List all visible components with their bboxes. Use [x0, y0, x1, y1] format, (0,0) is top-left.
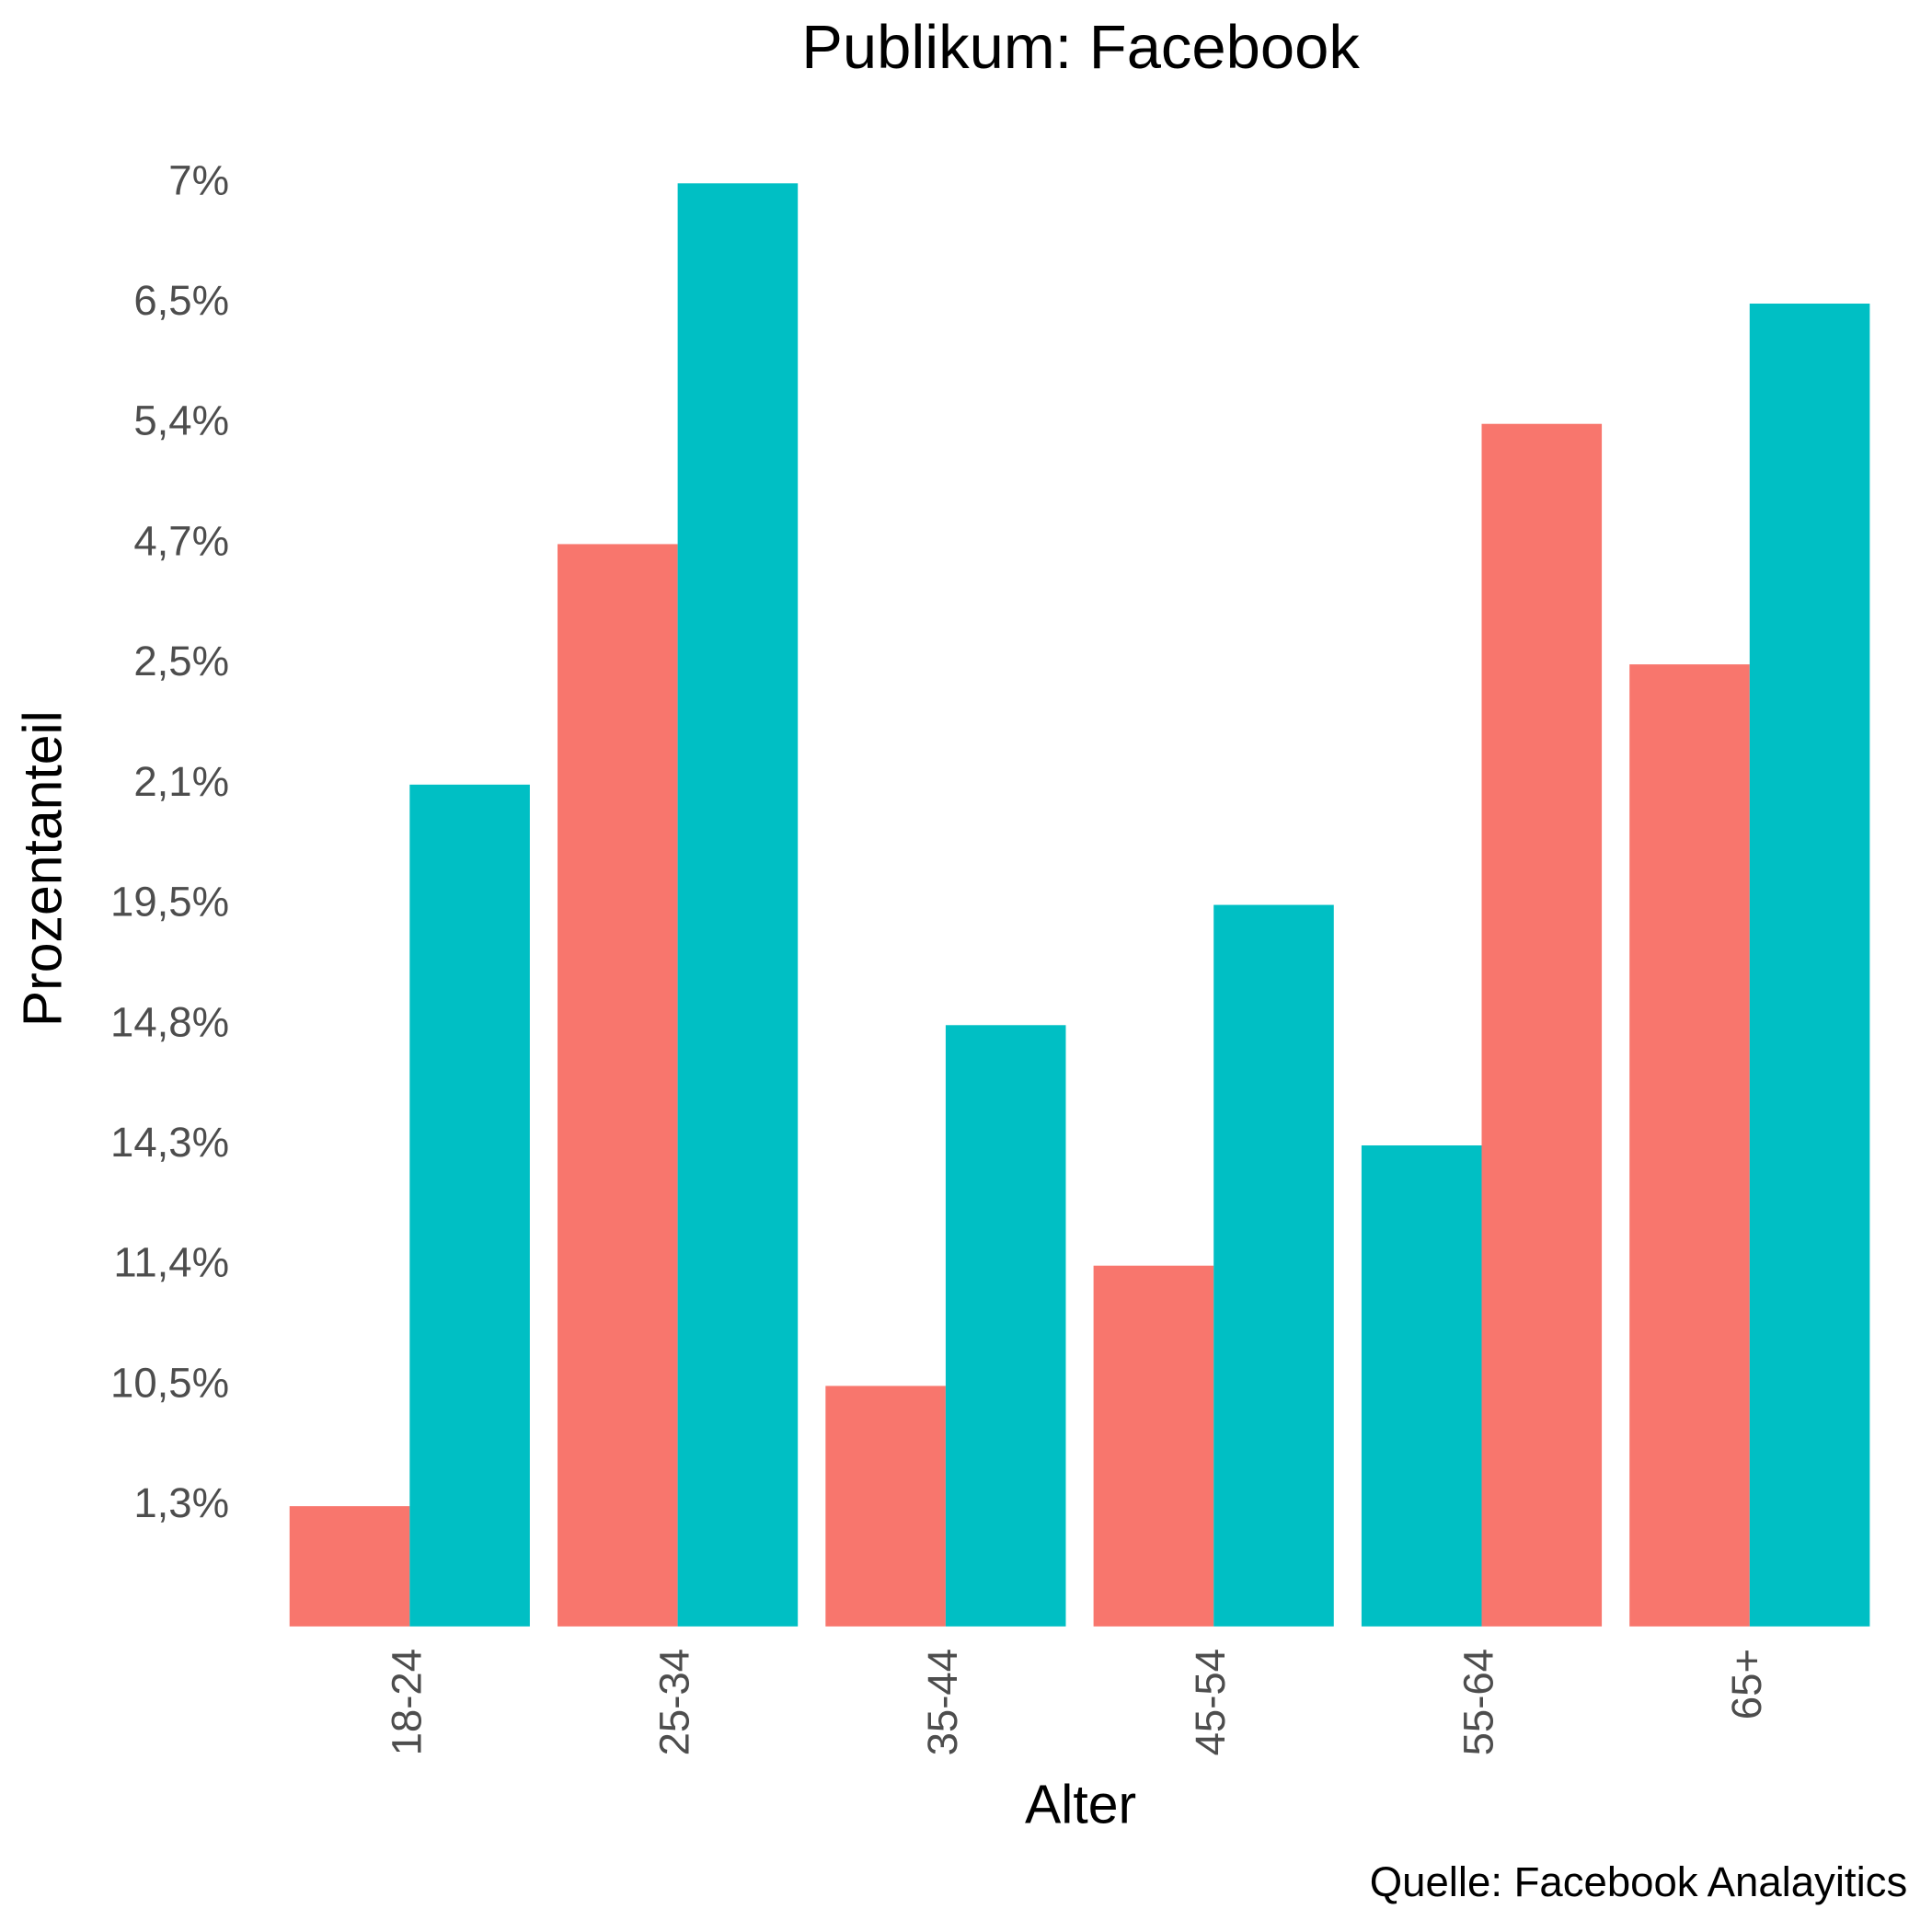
bar	[677, 183, 799, 1627]
x-axis-title: Alter	[1025, 1776, 1136, 1835]
bar	[1629, 664, 1750, 1627]
bar	[558, 544, 678, 1627]
y-tick-label: 7%	[168, 156, 229, 203]
y-tick-label: 14,3%	[110, 1119, 229, 1166]
bar	[409, 784, 530, 1627]
x-tick-label: 18-24	[383, 1649, 430, 1755]
bar	[1093, 1265, 1214, 1627]
y-tick-label: 5,4%	[133, 397, 229, 444]
x-tick-label: 35-44	[919, 1649, 966, 1755]
bar	[825, 1386, 946, 1627]
y-tick-label: 19,5%	[110, 879, 229, 926]
y-tick-label: 2,1%	[133, 758, 229, 805]
y-tick-label: 6,5%	[133, 277, 229, 324]
y-tick-label: 10,5%	[110, 1359, 229, 1406]
caption: Quelle: Facebook Analayitics	[1370, 1858, 1907, 1905]
bar	[1481, 423, 1603, 1627]
y-tick-label: 11,4%	[113, 1239, 229, 1286]
x-tick-label: 45-54	[1187, 1649, 1234, 1755]
x-tick-label: 55-64	[1455, 1649, 1502, 1755]
y-axis-title: Prozentanteil	[13, 710, 73, 1027]
x-tick-label: 25-34	[651, 1649, 698, 1755]
y-tick-label: 4,7%	[133, 517, 229, 564]
bar	[945, 1025, 1066, 1627]
bar	[1361, 1145, 1482, 1627]
bar	[1749, 304, 1870, 1627]
bar	[1213, 904, 1334, 1627]
y-tick-label: 2,5%	[133, 638, 229, 684]
chart-title: Publikum: Facebook	[801, 13, 1360, 82]
bar	[289, 1506, 410, 1627]
y-tick-label: 1,3%	[133, 1479, 229, 1526]
y-tick-label: 14,8%	[110, 998, 229, 1045]
x-tick-label: 65+	[1723, 1649, 1770, 1719]
